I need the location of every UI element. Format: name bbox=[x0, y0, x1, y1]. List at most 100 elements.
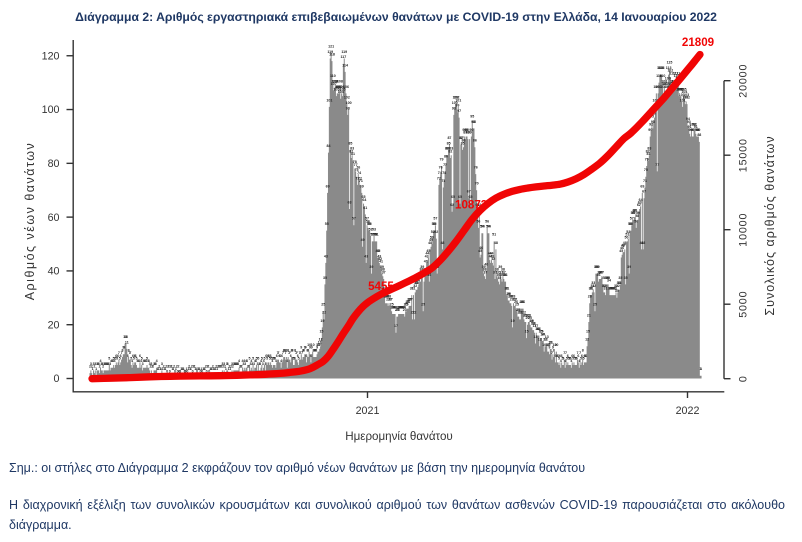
svg-text:20: 20 bbox=[48, 319, 60, 331]
svg-text:20: 20 bbox=[528, 316, 532, 320]
svg-text:2: 2 bbox=[247, 365, 249, 369]
svg-text:2: 2 bbox=[240, 365, 242, 369]
svg-text:8: 8 bbox=[306, 348, 308, 352]
svg-text:102: 102 bbox=[344, 96, 350, 100]
svg-text:1: 1 bbox=[210, 367, 212, 371]
svg-text:5: 5 bbox=[569, 356, 571, 360]
svg-text:10: 10 bbox=[311, 343, 315, 347]
svg-text:22: 22 bbox=[522, 311, 526, 315]
svg-text:34: 34 bbox=[607, 278, 611, 282]
svg-text:14: 14 bbox=[541, 332, 545, 336]
svg-text:102: 102 bbox=[682, 96, 688, 100]
svg-text:1: 1 bbox=[209, 367, 211, 371]
svg-text:0: 0 bbox=[208, 370, 210, 374]
svg-text:31: 31 bbox=[505, 287, 509, 291]
svg-text:4: 4 bbox=[112, 359, 114, 363]
svg-text:9: 9 bbox=[305, 346, 307, 350]
svg-text:1: 1 bbox=[175, 367, 177, 371]
svg-text:20: 20 bbox=[525, 316, 529, 320]
svg-text:1: 1 bbox=[229, 367, 231, 371]
svg-text:21: 21 bbox=[523, 313, 527, 317]
svg-text:9: 9 bbox=[304, 346, 306, 350]
svg-text:2: 2 bbox=[241, 365, 243, 369]
svg-text:44: 44 bbox=[426, 252, 430, 256]
svg-text:41: 41 bbox=[424, 260, 428, 264]
svg-text:3: 3 bbox=[100, 362, 102, 366]
svg-text:5: 5 bbox=[146, 356, 148, 360]
svg-text:6: 6 bbox=[585, 354, 587, 358]
svg-text:48: 48 bbox=[440, 241, 444, 245]
svg-text:110: 110 bbox=[674, 74, 680, 78]
svg-text:2: 2 bbox=[205, 365, 207, 369]
svg-text:91: 91 bbox=[694, 125, 698, 129]
svg-text:48: 48 bbox=[494, 241, 498, 245]
svg-text:3: 3 bbox=[107, 362, 109, 366]
svg-text:56: 56 bbox=[476, 219, 480, 223]
svg-text:55: 55 bbox=[432, 222, 436, 226]
svg-text:80: 80 bbox=[444, 155, 448, 159]
svg-text:39: 39 bbox=[369, 265, 373, 269]
svg-text:1: 1 bbox=[214, 367, 216, 371]
svg-text:1: 1 bbox=[213, 367, 215, 371]
svg-text:72: 72 bbox=[437, 176, 441, 180]
svg-text:23: 23 bbox=[403, 308, 407, 312]
svg-text:9: 9 bbox=[309, 346, 311, 350]
svg-text:39: 39 bbox=[498, 265, 502, 269]
svg-text:2: 2 bbox=[178, 365, 180, 369]
svg-text:1: 1 bbox=[228, 367, 230, 371]
svg-text:69: 69 bbox=[360, 184, 364, 188]
svg-text:2: 2 bbox=[212, 365, 214, 369]
svg-text:70: 70 bbox=[475, 182, 479, 186]
svg-text:8: 8 bbox=[303, 348, 305, 352]
svg-text:62: 62 bbox=[477, 203, 481, 207]
svg-text:6: 6 bbox=[268, 354, 270, 358]
svg-text:50: 50 bbox=[625, 235, 629, 239]
svg-text:102: 102 bbox=[684, 96, 690, 100]
svg-text:5: 5 bbox=[266, 356, 268, 360]
svg-text:48: 48 bbox=[623, 241, 627, 245]
svg-text:8: 8 bbox=[294, 348, 296, 352]
svg-text:32: 32 bbox=[602, 284, 606, 288]
svg-text:31: 31 bbox=[604, 287, 608, 291]
svg-text:28: 28 bbox=[509, 295, 513, 299]
svg-text:12: 12 bbox=[544, 338, 548, 342]
svg-text:0: 0 bbox=[192, 370, 194, 374]
svg-text:0: 0 bbox=[166, 370, 168, 374]
svg-text:4: 4 bbox=[138, 359, 140, 363]
svg-text:6: 6 bbox=[555, 354, 557, 358]
svg-text:90: 90 bbox=[469, 128, 473, 132]
svg-text:3: 3 bbox=[253, 362, 255, 366]
svg-text:6: 6 bbox=[132, 354, 134, 358]
svg-text:102: 102 bbox=[453, 96, 459, 100]
svg-text:92: 92 bbox=[689, 122, 693, 126]
svg-text:106: 106 bbox=[660, 85, 666, 89]
svg-text:110: 110 bbox=[660, 74, 666, 78]
svg-text:0: 0 bbox=[186, 370, 188, 374]
svg-text:2: 2 bbox=[152, 365, 154, 369]
svg-text:51: 51 bbox=[492, 233, 496, 237]
svg-text:38: 38 bbox=[381, 268, 385, 272]
svg-text:16: 16 bbox=[536, 327, 540, 331]
svg-text:1: 1 bbox=[200, 367, 202, 371]
svg-text:91: 91 bbox=[688, 125, 692, 129]
svg-text:5: 5 bbox=[292, 356, 294, 360]
svg-text:5: 5 bbox=[269, 356, 271, 360]
svg-text:92: 92 bbox=[649, 122, 653, 126]
svg-text:41: 41 bbox=[379, 260, 383, 264]
svg-text:1: 1 bbox=[699, 367, 701, 371]
svg-text:6: 6 bbox=[573, 354, 575, 358]
svg-text:40: 40 bbox=[484, 262, 488, 266]
svg-text:4: 4 bbox=[245, 359, 247, 363]
svg-text:4: 4 bbox=[242, 359, 244, 363]
svg-text:37: 37 bbox=[483, 270, 487, 274]
svg-text:28: 28 bbox=[588, 295, 592, 299]
svg-text:31: 31 bbox=[410, 287, 414, 291]
svg-text:113: 113 bbox=[657, 66, 663, 70]
svg-text:49: 49 bbox=[429, 238, 433, 242]
svg-text:28: 28 bbox=[384, 295, 388, 299]
svg-text:26: 26 bbox=[514, 300, 518, 304]
svg-text:56: 56 bbox=[485, 219, 489, 223]
svg-text:59: 59 bbox=[632, 211, 636, 215]
svg-text:77: 77 bbox=[443, 163, 447, 167]
svg-text:77: 77 bbox=[354, 163, 358, 167]
